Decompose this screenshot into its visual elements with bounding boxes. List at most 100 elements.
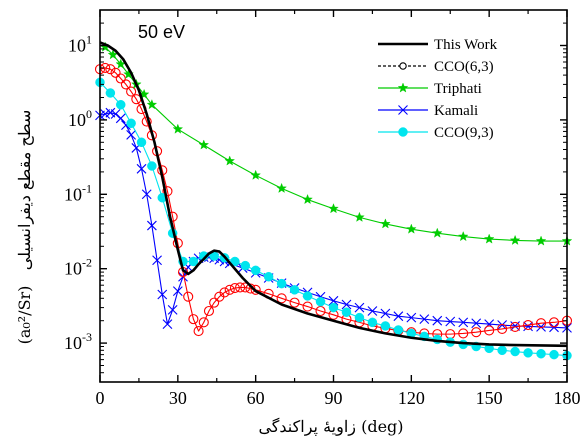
data-point	[458, 317, 469, 328]
x-tick-label: 90	[325, 388, 343, 408]
y-tick-label: 10-2	[64, 256, 92, 279]
data-point	[198, 317, 209, 328]
marker-stroke	[523, 321, 533, 332]
marker-stroke	[167, 304, 178, 315]
data-point	[354, 211, 365, 222]
data-point	[393, 311, 404, 322]
data-point	[315, 296, 326, 307]
marker-stroke	[406, 312, 417, 323]
legend-label: CCO(9,3)	[434, 125, 494, 141]
marker-stroke	[445, 316, 456, 327]
marker-stroke	[398, 105, 408, 115]
marker-stroke	[367, 306, 378, 316]
data-point	[341, 307, 352, 317]
data-point	[250, 265, 261, 276]
marker-stroke	[536, 322, 546, 332]
data-point	[393, 325, 404, 335]
data-point	[367, 306, 378, 316]
data-point	[198, 139, 210, 150]
legend-swatch-marker	[398, 105, 408, 115]
legend-item: Kamali	[378, 103, 478, 119]
legend-swatch-marker	[399, 62, 407, 70]
data-point	[510, 346, 520, 357]
data-point	[230, 256, 240, 267]
data-point	[548, 317, 560, 328]
data-point	[146, 99, 158, 110]
marker-stroke	[110, 109, 121, 119]
data-point	[549, 349, 559, 360]
x-tick-label: 180	[554, 388, 581, 408]
data-point	[167, 304, 178, 315]
legend-swatch-marker	[398, 127, 408, 137]
legend-swatch-marker	[397, 82, 409, 93]
marker-stroke	[157, 289, 168, 300]
series-triphati	[99, 41, 573, 246]
data-point	[224, 155, 236, 166]
x-tick-label: 30	[169, 388, 187, 408]
x-tick-label: 60	[247, 388, 265, 408]
data-point	[367, 317, 378, 328]
data-point	[431, 227, 443, 238]
data-point	[162, 319, 173, 329]
data-point	[263, 271, 274, 282]
data-point	[471, 327, 482, 338]
marker-stroke	[126, 129, 137, 140]
data-point	[523, 348, 533, 358]
data-point	[136, 163, 147, 174]
marker-stroke	[380, 308, 391, 319]
x-axis-title: زاویهٔ پراکندگی (deg)	[258, 417, 403, 436]
data-point	[406, 312, 417, 323]
data-point	[110, 67, 121, 78]
legend-item: CCO(6,3)	[378, 59, 494, 75]
series-kamali	[95, 107, 572, 333]
series-cco-9-3-	[95, 77, 572, 361]
data-point	[483, 233, 495, 244]
data-point	[240, 282, 251, 293]
data-point	[354, 302, 365, 313]
data-point	[457, 231, 469, 242]
marker-stroke	[162, 319, 173, 329]
y-tick-label: 10-1	[64, 181, 92, 204]
data-point	[276, 182, 287, 193]
data-point	[162, 186, 173, 197]
data-point	[419, 314, 430, 325]
data-point	[497, 323, 508, 334]
data-point	[380, 308, 391, 319]
marker-stroke	[497, 320, 508, 330]
data-point	[116, 99, 126, 110]
data-point	[188, 256, 199, 267]
data-point	[250, 284, 261, 295]
marker-stroke	[136, 163, 147, 174]
y-tick-label: 10-3	[64, 330, 92, 353]
data-point	[302, 291, 313, 301]
marker-stroke	[141, 189, 152, 200]
x-tick-label: 150	[476, 388, 503, 408]
data-point	[209, 297, 220, 308]
data-point	[146, 220, 157, 231]
series-this-work	[99, 41, 568, 348]
data-point	[229, 282, 240, 294]
data-point	[523, 319, 534, 331]
data-point	[157, 289, 168, 300]
x-tick-label: 120	[398, 388, 425, 408]
data-point	[328, 302, 339, 313]
y-tick-label: 100	[68, 107, 92, 130]
data-point	[315, 305, 326, 317]
data-point	[115, 113, 126, 124]
legend-item: This Work	[378, 37, 498, 53]
data-point	[240, 260, 251, 271]
data-point	[219, 287, 230, 298]
data-point	[484, 325, 495, 336]
data-point	[471, 318, 482, 329]
marker-stroke	[419, 314, 430, 325]
data-point	[523, 321, 533, 332]
data-point	[172, 123, 184, 134]
data-point	[276, 278, 287, 289]
data-point	[302, 193, 313, 205]
data-point	[510, 321, 521, 332]
data-point	[105, 64, 116, 75]
marker-stroke	[172, 286, 183, 296]
marker-stroke	[146, 220, 157, 231]
data-point	[458, 328, 469, 339]
